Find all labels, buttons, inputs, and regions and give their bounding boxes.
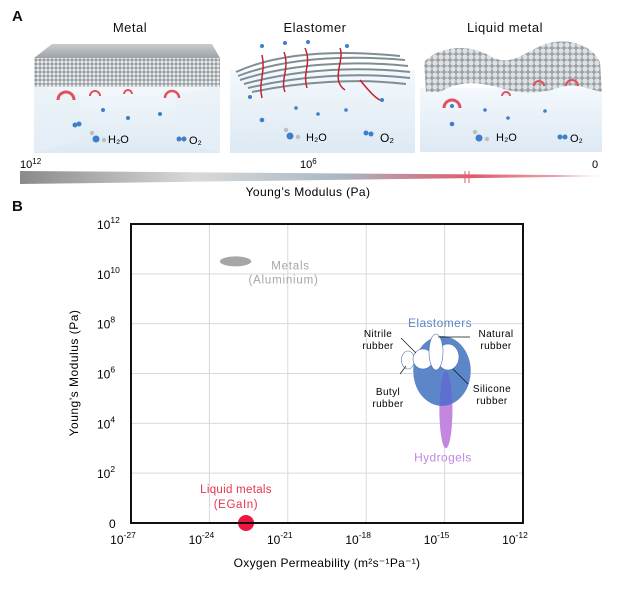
scene-title-liquid-metal: Liquid metal [466, 20, 544, 35]
elastomer-water-label: H₂O [306, 132, 327, 144]
y-tick-label: 102 [97, 464, 115, 481]
liquid-metal-oxygen-label: O₂ [570, 133, 583, 145]
nitrile-label-2: rubber [362, 341, 394, 352]
butyl-label-2: rubber [372, 399, 404, 410]
y-tick-label: 1012 [97, 215, 120, 232]
metals-sublabel: (Aluminium) [248, 274, 318, 286]
silicone-label-2: rubber [476, 396, 508, 407]
x-tick-label: 10-12 [502, 530, 528, 547]
natural-label-2: rubber [480, 341, 512, 352]
liquid-metals-label: Liquid metals [200, 484, 272, 496]
x-tick-label: 10-21 [267, 530, 293, 547]
metal-water-label: H₂O [108, 134, 129, 146]
metals-region [219, 256, 252, 267]
metal-slab-top [34, 44, 220, 58]
plot-frame [130, 223, 524, 524]
chart-grid [131, 224, 523, 523]
nitrile-label-1: Nitrile [364, 329, 392, 340]
y-tick-labels: 0 102 104 106 108 1010 1012 [97, 215, 120, 531]
scale-mid-label: 106 [300, 157, 317, 171]
y-axis-label: Young’s Modulus (Pa) [67, 310, 81, 437]
scale-left-label: 1012 [20, 157, 42, 171]
scale-right-label: 0 [592, 159, 598, 171]
elastomer-oxygen-label: O₂ [380, 131, 394, 145]
liquid-metal-blob [424, 41, 602, 93]
y-tick-label: 108 [97, 315, 115, 332]
y-tick-label: 0 [109, 517, 116, 531]
metal-slab [34, 58, 220, 87]
metal-oxygen-label: O₂ [189, 135, 202, 147]
oxygen-molecule-icon [176, 136, 182, 142]
scale-axis-label: Young’s Modulus (Pa) [246, 185, 371, 199]
butyl-label-1: Butyl [376, 387, 400, 398]
natural-label-1: Natural [478, 329, 513, 340]
x-tick-labels: 10-27 10-24 10-21 10-18 10-15 10-12 [110, 530, 528, 547]
panel-b-letter: B [12, 198, 23, 215]
panel-a-letter: A [12, 8, 23, 25]
y-tick-label: 1010 [97, 265, 120, 282]
permeation-path-icon [260, 47, 381, 101]
y-tick-label: 106 [97, 365, 115, 382]
x-tick-label: 10-15 [424, 530, 450, 547]
scene-metal: H₂O O₂ [34, 44, 220, 153]
liquid-metals-sublabel: (EGaIn) [214, 499, 258, 511]
permeability-modulus-chart: 10-27 10-24 10-21 10-18 10-15 10-12 0 102 104 10… [67, 215, 528, 570]
y-tick-label: 104 [97, 414, 115, 431]
x-tick-label: 10-24 [189, 530, 215, 547]
rubber-subregions: Nitrile rubber Natural rubber Butyl rubb… [362, 329, 513, 410]
silicone-label-1: Silicone [473, 384, 511, 395]
panel-a-illustrations: H₂O O₂ H₂O O₂ [20, 40, 602, 199]
scene-title-elastomer: Elastomer [283, 20, 347, 35]
liquid-metal-water-label: H₂O [496, 132, 517, 144]
modulus-gradient-bar [20, 171, 600, 184]
modulus-scale-bar: 1012 106 0 Young’s Modulus (Pa) [20, 157, 600, 199]
elastomers-label: Elastomers [408, 316, 472, 330]
natural-rubber-region [428, 333, 444, 371]
scene-liquid-metal: H₂O O₂ [420, 41, 602, 152]
butyl-rubber-region [401, 350, 415, 370]
scene-title-metal: Metal [112, 20, 148, 35]
overlap-region [439, 371, 453, 406]
water-molecule-icon [92, 135, 100, 143]
x-axis-label: Oxygen Permeability (m²s⁻¹Pa⁻¹) [234, 556, 421, 570]
blocked-arrow-icon [56, 90, 76, 101]
x-tick-label: 10-18 [345, 530, 371, 547]
hydrogels-label: Hydrogels [414, 451, 472, 465]
scene-elastomer: H₂O O₂ [230, 40, 415, 153]
x-tick-label: 10-27 [110, 530, 136, 547]
metals-label: Metals [271, 260, 310, 272]
